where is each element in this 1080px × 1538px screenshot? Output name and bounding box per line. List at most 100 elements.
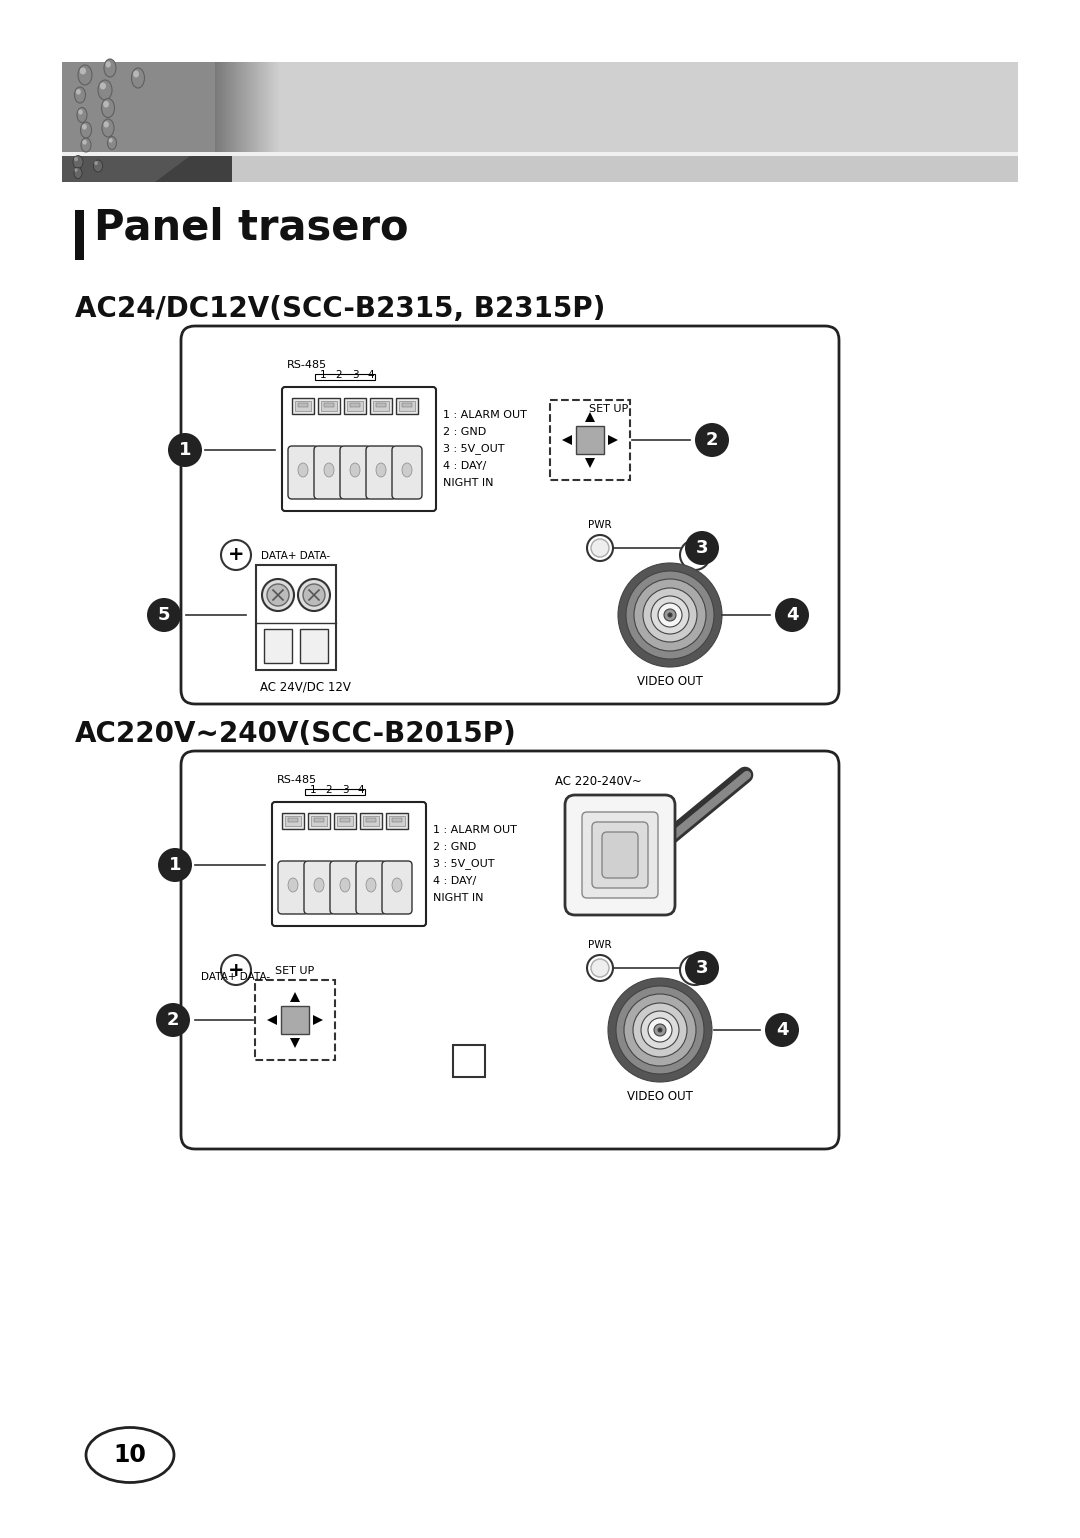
Polygon shape bbox=[608, 435, 618, 444]
Text: 4: 4 bbox=[357, 784, 364, 795]
Bar bbox=[334, 814, 356, 829]
Circle shape bbox=[303, 584, 325, 606]
Text: AC220V~240V(SCC-B2015P): AC220V~240V(SCC-B2015P) bbox=[75, 720, 516, 747]
FancyBboxPatch shape bbox=[181, 326, 839, 704]
Text: 2: 2 bbox=[166, 1010, 179, 1029]
Text: 3 : 5V_OUT: 3 : 5V_OUT bbox=[443, 443, 504, 454]
Ellipse shape bbox=[82, 125, 86, 129]
Bar bbox=[376, 403, 386, 408]
Bar bbox=[363, 817, 379, 826]
Polygon shape bbox=[267, 1015, 276, 1024]
Bar bbox=[255, 980, 335, 1060]
Ellipse shape bbox=[81, 122, 92, 138]
Polygon shape bbox=[313, 1015, 323, 1024]
Text: AC 220-240V~: AC 220-240V~ bbox=[555, 775, 642, 787]
Polygon shape bbox=[585, 412, 595, 421]
Circle shape bbox=[168, 434, 202, 468]
FancyBboxPatch shape bbox=[382, 861, 411, 914]
Bar bbox=[386, 814, 408, 829]
Bar bbox=[308, 814, 330, 829]
Text: Panel trasero: Panel trasero bbox=[94, 206, 408, 248]
FancyBboxPatch shape bbox=[340, 446, 370, 498]
Bar bbox=[370, 398, 392, 414]
Circle shape bbox=[267, 584, 289, 606]
Circle shape bbox=[696, 423, 729, 457]
Text: 2 : GND: 2 : GND bbox=[433, 841, 476, 852]
Polygon shape bbox=[562, 435, 572, 444]
Ellipse shape bbox=[76, 89, 81, 95]
Bar bbox=[285, 817, 301, 826]
Circle shape bbox=[680, 540, 710, 571]
Text: PWR: PWR bbox=[589, 940, 611, 950]
FancyBboxPatch shape bbox=[392, 446, 422, 498]
Circle shape bbox=[221, 955, 251, 984]
Bar bbox=[345, 398, 366, 414]
Circle shape bbox=[221, 540, 251, 571]
Ellipse shape bbox=[392, 878, 402, 892]
Bar bbox=[340, 818, 350, 821]
Circle shape bbox=[654, 1024, 666, 1037]
Ellipse shape bbox=[86, 1427, 174, 1483]
FancyBboxPatch shape bbox=[314, 446, 345, 498]
Circle shape bbox=[616, 986, 704, 1074]
Bar bbox=[321, 401, 337, 411]
Ellipse shape bbox=[288, 878, 298, 892]
Circle shape bbox=[156, 1003, 190, 1037]
Text: +: + bbox=[228, 546, 244, 564]
Ellipse shape bbox=[109, 138, 112, 143]
Ellipse shape bbox=[132, 68, 145, 88]
Text: AC 24V/DC 12V: AC 24V/DC 12V bbox=[260, 680, 351, 694]
FancyBboxPatch shape bbox=[592, 821, 648, 887]
FancyBboxPatch shape bbox=[602, 832, 638, 878]
Bar bbox=[295, 401, 311, 411]
Text: 2: 2 bbox=[705, 431, 718, 449]
Text: 1: 1 bbox=[168, 857, 181, 874]
Ellipse shape bbox=[75, 168, 82, 178]
Text: DATA+ DATA-: DATA+ DATA- bbox=[261, 551, 330, 561]
FancyBboxPatch shape bbox=[356, 861, 386, 914]
Bar bbox=[62, 62, 1018, 152]
Text: 3: 3 bbox=[341, 784, 349, 795]
Ellipse shape bbox=[376, 463, 386, 477]
Polygon shape bbox=[62, 62, 276, 152]
Bar bbox=[62, 152, 1018, 155]
Circle shape bbox=[680, 955, 710, 984]
FancyBboxPatch shape bbox=[272, 801, 426, 926]
Text: 4 : DAY/: 4 : DAY/ bbox=[433, 877, 476, 886]
Text: 4 : DAY/: 4 : DAY/ bbox=[443, 461, 486, 471]
Circle shape bbox=[633, 1003, 687, 1057]
Text: 2: 2 bbox=[326, 784, 333, 795]
Text: SET UP: SET UP bbox=[275, 966, 314, 977]
Text: 1: 1 bbox=[179, 441, 191, 458]
Circle shape bbox=[608, 978, 712, 1083]
Circle shape bbox=[658, 603, 681, 628]
Ellipse shape bbox=[402, 463, 411, 477]
Circle shape bbox=[775, 598, 809, 632]
Bar bbox=[256, 564, 336, 671]
Bar bbox=[281, 1006, 309, 1034]
Text: +: + bbox=[687, 546, 703, 564]
Bar bbox=[389, 817, 405, 826]
Text: RS-485: RS-485 bbox=[276, 775, 318, 784]
Text: 5: 5 bbox=[158, 606, 171, 624]
FancyBboxPatch shape bbox=[366, 446, 396, 498]
Bar bbox=[314, 818, 324, 821]
Bar bbox=[62, 62, 276, 152]
Circle shape bbox=[669, 614, 672, 617]
Circle shape bbox=[588, 535, 613, 561]
FancyBboxPatch shape bbox=[565, 795, 675, 915]
Ellipse shape bbox=[78, 109, 83, 115]
Ellipse shape bbox=[75, 157, 78, 161]
Text: 3: 3 bbox=[696, 960, 708, 977]
Text: AC24/DC12V(SCC-B2315, B2315P): AC24/DC12V(SCC-B2315, B2315P) bbox=[75, 295, 606, 323]
Text: NIGHT IN: NIGHT IN bbox=[443, 478, 494, 488]
Text: 10: 10 bbox=[113, 1443, 147, 1467]
Bar bbox=[373, 401, 389, 411]
Ellipse shape bbox=[73, 155, 83, 169]
Text: 1: 1 bbox=[310, 784, 316, 795]
Ellipse shape bbox=[98, 80, 112, 100]
Ellipse shape bbox=[80, 68, 86, 74]
Bar bbox=[311, 817, 327, 826]
Text: 2 : GND: 2 : GND bbox=[443, 428, 486, 437]
Polygon shape bbox=[62, 155, 190, 181]
